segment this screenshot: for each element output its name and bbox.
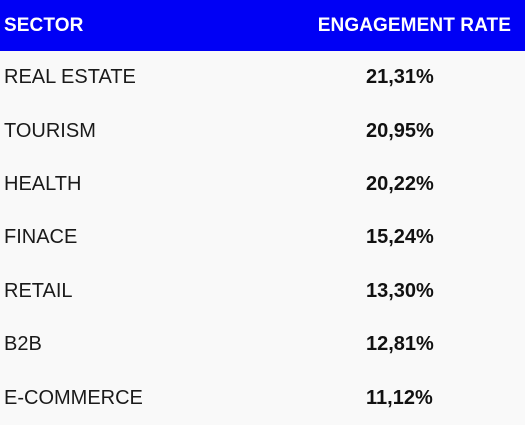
table-body: REAL ESTATE 21,31% TOURISM 20,95% HEALTH… [0, 51, 525, 425]
sector-cell: RETAIL [4, 279, 73, 302]
rate-cell: 11,12% [366, 386, 433, 409]
rate-cell: 20,95% [366, 119, 434, 142]
rate-cell: 21,31% [366, 66, 434, 89]
sector-cell: E-COMMERCE [4, 386, 143, 409]
sector-cell: FINACE [4, 226, 78, 249]
rate-cell: 13,30% [366, 279, 434, 302]
table-row: TOURISM 20,95% [0, 104, 525, 157]
table-row: FINACE 15,24% [0, 211, 525, 264]
table-row: B2B 12,81% [0, 318, 525, 371]
rate-cell: 12,81% [366, 333, 434, 356]
table-row: HEALTH 20,22% [0, 158, 525, 211]
table-row: E-COMMERCE 11,12% [0, 371, 525, 424]
rate-cell: 15,24% [366, 226, 434, 249]
rate-cell: 20,22% [366, 172, 434, 195]
table-row: REAL ESTATE 21,31% [0, 51, 525, 104]
column-header-sector: SECTOR [4, 14, 84, 36]
table-row: RETAIL 13,30% [0, 265, 525, 318]
column-header-engagement-rate: ENGAGEMENT RATE [317, 14, 511, 36]
sector-cell: B2B [4, 333, 42, 356]
sector-cell: TOURISM [4, 119, 96, 142]
sector-cell: HEALTH [4, 172, 82, 195]
sector-cell: REAL ESTATE [4, 66, 136, 89]
table-header: SECTOR ENGAGEMENT RATE [0, 0, 525, 51]
